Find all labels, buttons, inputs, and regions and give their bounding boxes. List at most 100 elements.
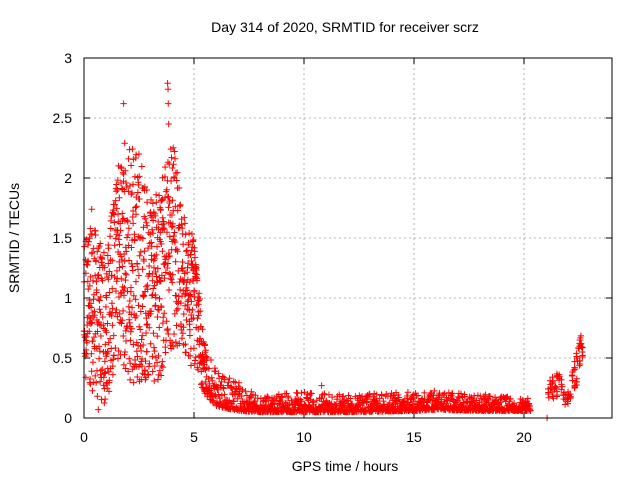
data-point	[188, 298, 195, 305]
data-point	[107, 217, 115, 225]
data-point	[215, 375, 223, 382]
data-point	[156, 295, 163, 302]
data-point	[248, 388, 255, 395]
data-point	[96, 306, 103, 313]
data-point	[111, 201, 119, 208]
data-point	[108, 300, 116, 307]
data-point	[143, 222, 151, 229]
data-point	[202, 378, 209, 386]
data-point	[83, 339, 91, 346]
data-point	[136, 234, 144, 242]
data-point	[129, 181, 137, 188]
data-point	[187, 362, 195, 369]
data-point	[168, 276, 175, 283]
data-point	[122, 276, 129, 284]
data-point	[100, 321, 107, 329]
data-point	[239, 386, 246, 394]
data-point	[441, 390, 448, 397]
data-point	[169, 164, 176, 172]
data-point	[150, 344, 158, 351]
data-point	[170, 144, 177, 151]
data-point	[112, 287, 120, 295]
data-point	[105, 388, 113, 395]
data-point	[503, 394, 510, 401]
data-point	[99, 277, 106, 284]
data-point	[139, 341, 147, 349]
data-point	[176, 340, 183, 347]
data-point	[105, 368, 113, 376]
data-point	[164, 325, 171, 333]
data-point	[190, 344, 198, 352]
data-point	[125, 316, 133, 323]
data-point	[109, 322, 116, 329]
data-point	[107, 225, 114, 232]
data-point	[166, 199, 173, 207]
data-point	[181, 220, 189, 227]
data-point	[119, 283, 126, 291]
data-point	[158, 196, 165, 204]
data-point	[116, 264, 123, 271]
data-point	[129, 220, 137, 227]
data-point	[121, 348, 129, 356]
data-point	[170, 161, 177, 168]
data-point	[103, 294, 110, 301]
data-point	[565, 392, 572, 399]
data-point	[97, 309, 104, 316]
data-point	[86, 235, 93, 242]
data-point	[151, 377, 158, 385]
data-point	[193, 275, 201, 282]
data-point	[154, 376, 162, 383]
data-point	[209, 377, 216, 385]
data-point	[179, 267, 187, 275]
data-point	[129, 145, 136, 153]
data-point	[142, 329, 150, 337]
data-point	[116, 220, 124, 227]
data-point	[106, 377, 113, 384]
x-tick-label: 10	[296, 429, 312, 445]
data-point	[524, 395, 531, 402]
data-point	[182, 349, 190, 356]
data-point	[109, 305, 116, 312]
data-point	[171, 229, 178, 236]
data-point	[161, 261, 168, 268]
data-point	[298, 389, 305, 397]
data-point	[122, 179, 130, 187]
data-point	[206, 380, 213, 388]
data-point	[99, 366, 106, 373]
data-point	[96, 378, 104, 385]
data-point	[553, 391, 561, 399]
data-point	[125, 188, 132, 195]
data-point	[120, 100, 127, 107]
data-point	[145, 262, 153, 270]
data-point	[555, 371, 563, 378]
data-point	[126, 182, 134, 190]
data-point	[88, 350, 95, 357]
data-point	[157, 277, 165, 285]
data-point	[124, 231, 132, 239]
data-point	[106, 289, 113, 296]
data-point	[264, 393, 271, 400]
data-point	[221, 376, 228, 383]
data-point	[89, 277, 97, 285]
data-point	[133, 203, 140, 210]
data-point	[183, 316, 190, 324]
data-point	[95, 271, 102, 279]
data-point	[147, 308, 155, 315]
data-point	[130, 292, 137, 299]
data-point	[117, 163, 125, 171]
data-point	[110, 332, 117, 339]
data-point	[201, 361, 208, 368]
data-point	[88, 249, 96, 256]
data-point	[134, 174, 141, 181]
data-point	[238, 392, 245, 400]
data-point	[121, 257, 128, 265]
data-point	[154, 306, 162, 313]
data-point	[129, 267, 137, 274]
data-point	[123, 183, 130, 191]
data-point	[395, 394, 403, 401]
data-point	[101, 358, 109, 365]
data-point	[99, 313, 106, 321]
data-point	[147, 196, 155, 204]
data-point	[522, 398, 529, 406]
data-point	[161, 173, 169, 181]
